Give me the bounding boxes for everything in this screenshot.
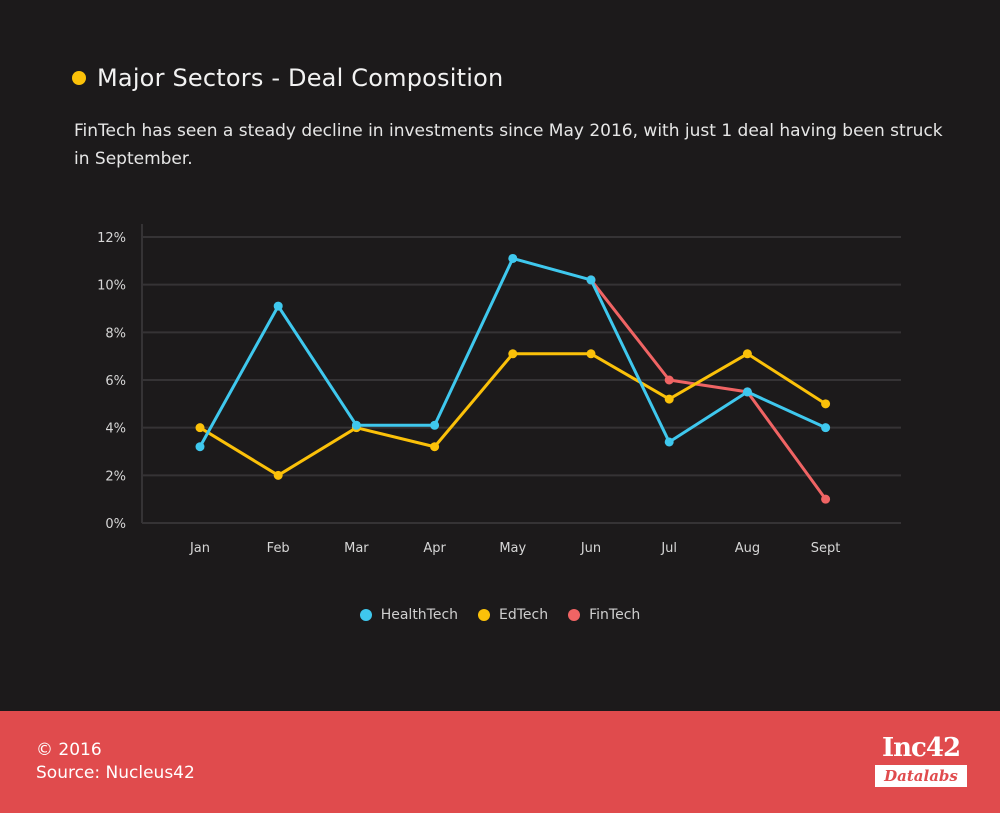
series-line-edtech bbox=[199, 352, 827, 477]
data-point-fintech bbox=[821, 494, 831, 504]
data-point-edtech bbox=[430, 442, 440, 452]
data-point-fintech bbox=[664, 375, 674, 385]
data-point-healthtech bbox=[195, 442, 205, 452]
legend: HealthTech EdTech FinTech bbox=[0, 607, 1000, 623]
data-point-healthtech bbox=[508, 253, 518, 263]
x-tick-label: Aug bbox=[735, 541, 760, 556]
y-tick-label: 12% bbox=[97, 231, 126, 246]
y-tick-label: 8% bbox=[105, 326, 126, 341]
data-point-healthtech bbox=[586, 275, 596, 285]
data-point-healthtech bbox=[430, 420, 440, 430]
legend-item-edtech[interactable]: EdTech bbox=[478, 607, 548, 623]
y-tick-label: 2% bbox=[105, 469, 126, 484]
source: Source: Nucleus42 bbox=[36, 763, 195, 783]
line-chart: 0% 2% 4% 6% 8% 10% 12% Jan Feb Mar Apr May Jun Jul Aug… bbox=[97, 224, 901, 556]
data-point-edtech bbox=[586, 349, 596, 359]
x-tick-label: May bbox=[499, 541, 526, 556]
data-point-healthtech bbox=[273, 301, 283, 311]
data-point-edtech bbox=[195, 423, 205, 433]
y-tick-label: 4% bbox=[105, 422, 126, 437]
chart-subtitle: FinTech has seen a steady decline in inv… bbox=[74, 121, 943, 169]
x-tick-label: Apr bbox=[423, 541, 446, 556]
inc42-datalabs-logo: Inc42 Datalabs bbox=[875, 733, 967, 787]
x-tick-label: Sept bbox=[811, 541, 841, 556]
legend-label: HealthTech bbox=[380, 607, 459, 623]
legend-dot-edtech-icon bbox=[478, 609, 491, 621]
legend-item-healthtech[interactable]: HealthTech bbox=[359, 607, 459, 623]
data-point-edtech bbox=[273, 470, 283, 480]
legend-label: EdTech bbox=[499, 607, 549, 623]
footer-text: © 2016 Source: Nucleus42 bbox=[36, 739, 195, 785]
x-tick-label: Feb bbox=[267, 541, 290, 556]
chart-title: Major Sectors - Deal Composition bbox=[97, 64, 504, 92]
series-line-fintech bbox=[589, 278, 827, 501]
data-point-healthtech bbox=[351, 420, 361, 430]
legend-label: FinTech bbox=[589, 607, 641, 623]
title-row: Major Sectors - Deal Composition bbox=[72, 64, 503, 92]
data-point-healthtech bbox=[664, 437, 674, 447]
legend-item-fintech[interactable]: FinTech bbox=[568, 607, 640, 623]
logo-inc42: Inc42 bbox=[881, 733, 961, 763]
data-point-edtech bbox=[821, 399, 831, 409]
title-bullet-icon bbox=[72, 71, 86, 85]
footer: © 2016 Source: Nucleus42 Inc42 Datalabs bbox=[0, 711, 1000, 813]
x-tick-label: Jan bbox=[189, 541, 210, 556]
legend-dot-fintech-icon bbox=[568, 609, 581, 621]
x-tick-label: Jul bbox=[660, 541, 677, 556]
data-point-edtech bbox=[742, 349, 752, 359]
y-tick-label: 0% bbox=[105, 517, 126, 532]
data-point-edtech bbox=[508, 349, 518, 359]
legend-dot-healthtech-icon bbox=[359, 609, 372, 621]
data-point-healthtech bbox=[821, 423, 831, 433]
y-tick-label: 6% bbox=[105, 374, 126, 389]
x-tick-label: Mar bbox=[344, 541, 369, 556]
data-point-edtech bbox=[664, 394, 674, 404]
y-tick-label: 10% bbox=[97, 279, 126, 294]
copyright: © 2016 bbox=[36, 740, 102, 760]
data-point-healthtech bbox=[742, 387, 752, 397]
logo-datalabs: Datalabs bbox=[875, 765, 967, 787]
x-tick-label: Jun bbox=[580, 541, 601, 556]
